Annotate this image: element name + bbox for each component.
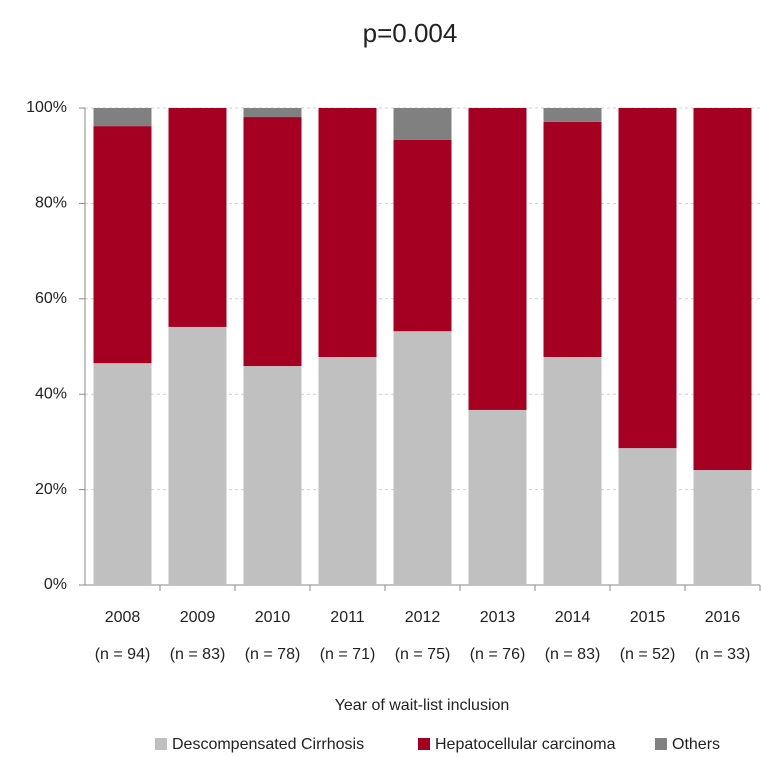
- x-tick-label: 2015: [630, 609, 666, 626]
- bar-segment: [318, 108, 377, 357]
- y-tick-label: 0%: [44, 576, 67, 593]
- x-tick-sublabel: (n = 71): [320, 646, 376, 663]
- bar-segment: [243, 108, 302, 118]
- bar-segment: [93, 108, 152, 127]
- legend-label: Hepatocellular carcinoma: [435, 736, 616, 753]
- legend-label: Others: [672, 736, 720, 753]
- x-tick-sublabel: (n = 83): [170, 646, 226, 663]
- x-tick-sublabel: (n = 52): [620, 646, 676, 663]
- bar-segment: [693, 470, 752, 585]
- x-tick-sublabel: (n = 94): [95, 646, 151, 663]
- bar-segment: [168, 326, 227, 585]
- x-tick-sublabel: (n = 78): [245, 646, 301, 663]
- bar-segment: [543, 356, 602, 585]
- x-tick-label: 2012: [405, 609, 441, 626]
- x-tick-sublabel: (n = 33): [695, 646, 751, 663]
- bar-segment: [168, 108, 227, 327]
- x-tick-sublabel: (n = 76): [470, 646, 526, 663]
- x-tick-label: 2008: [105, 609, 141, 626]
- legend-swatch: [655, 738, 667, 750]
- y-tick-label: 40%: [35, 385, 67, 402]
- x-tick-label: 2011: [330, 609, 365, 626]
- bar-segment: [618, 448, 677, 585]
- y-tick-label: 80%: [35, 195, 67, 212]
- y-tick-label: 100%: [26, 99, 67, 116]
- bar-segment: [543, 121, 602, 357]
- x-tick-sublabel: (n = 75): [395, 646, 451, 663]
- bar-segment: [468, 108, 527, 410]
- x-tick-sublabel: (n = 83): [545, 646, 601, 663]
- chart-title: p=0.004: [363, 18, 458, 48]
- x-tick-label: 2016: [705, 609, 741, 626]
- bar-segment: [243, 117, 302, 367]
- y-tick-label: 60%: [35, 290, 67, 307]
- bar-segment: [318, 356, 377, 585]
- bar-segment: [468, 409, 527, 585]
- x-tick-label: 2010: [255, 609, 291, 626]
- bar-segment: [693, 108, 752, 471]
- bar-segment: [393, 139, 452, 332]
- x-axis-label: Year of wait-list inclusion: [335, 697, 510, 714]
- x-tick-label: 2009: [180, 609, 216, 626]
- bar-segment: [93, 126, 152, 364]
- bar-segment: [393, 108, 452, 140]
- bar-segment: [93, 363, 152, 585]
- legend-swatch: [418, 738, 430, 750]
- y-tick-label: 20%: [35, 481, 67, 498]
- legend-label: Descompensated Cirrhosis: [172, 736, 364, 753]
- bar-segment: [393, 331, 452, 585]
- x-tick-label: 2014: [555, 609, 591, 626]
- bar-segment: [243, 366, 302, 585]
- bar-segment: [618, 108, 677, 449]
- bar-segment: [543, 108, 602, 122]
- x-tick-label: 2013: [480, 609, 516, 626]
- legend-swatch: [155, 738, 167, 750]
